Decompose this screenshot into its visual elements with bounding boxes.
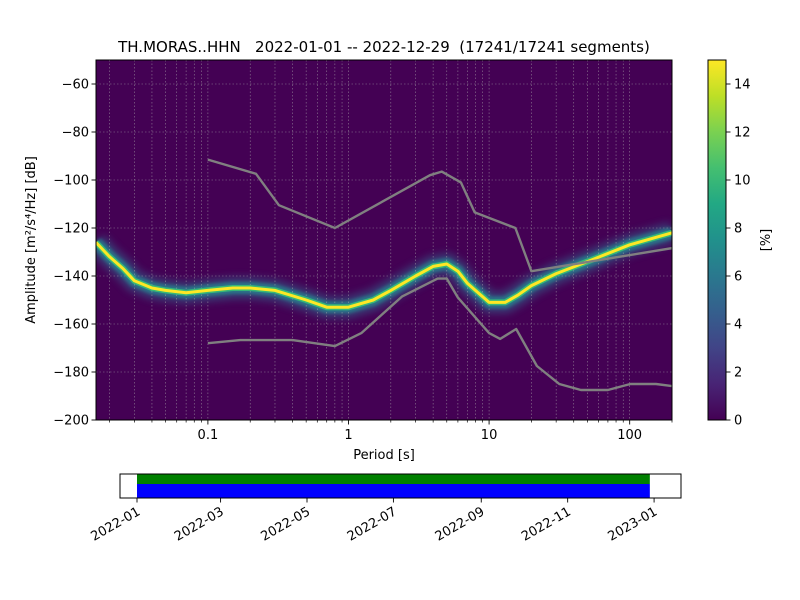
colorbar-tick-label: 6 xyxy=(734,270,742,285)
colorbar-label: [%] xyxy=(759,229,774,252)
noise-model-nhnm xyxy=(207,158,672,273)
x-tick-label: 0.1 xyxy=(198,428,219,443)
grid-layer xyxy=(96,60,672,420)
x-axis-label: Period [s] xyxy=(353,448,415,463)
timeline-ticks: 2022-01 2022-03 2022-05 2022-07 2022-09 2022-… xyxy=(88,498,660,545)
timeline-used-bar xyxy=(137,474,650,484)
timeline-tick-label: 2022-09 xyxy=(433,504,488,544)
colorbar-tick-label: 0 xyxy=(734,414,742,429)
mode-curve-layer xyxy=(96,229,672,311)
x-axis-ticks: 0.1 1 10 100 xyxy=(109,420,673,443)
timeline-tick-label: 2022-05 xyxy=(258,504,313,544)
noise-model-nlnm xyxy=(207,277,672,392)
y-tick-label: −100 xyxy=(53,174,89,189)
timeline-tick-label: 2022-11 xyxy=(519,504,574,544)
x-tick-label: 100 xyxy=(617,428,642,443)
x-tick-label: 10 xyxy=(481,428,498,443)
colorbar-ticks: 0 2 4 6 8 10 12 14 xyxy=(726,78,751,429)
timeline-tick-label: 2023-01 xyxy=(606,504,661,544)
mode-curve xyxy=(96,231,672,309)
x-tick-label: 1 xyxy=(344,428,352,443)
colorbar-tick-label: 12 xyxy=(734,126,751,141)
y-tick-label: −120 xyxy=(53,222,89,237)
y-axis-ticks: −60 −80 −100 −120 −140 −160 −180 −200 xyxy=(53,78,96,429)
y-tick-label: −60 xyxy=(62,78,89,93)
timeline-bars xyxy=(137,474,650,498)
colorbar-tick-label: 8 xyxy=(734,222,742,237)
colorbar-tick-label: 2 xyxy=(734,366,742,381)
colorbar: 0 2 4 6 8 10 12 14 [%] xyxy=(707,59,774,429)
y-tick-label: −80 xyxy=(62,126,89,141)
timeline-tick-label: 2022-01 xyxy=(88,504,143,544)
chart-title: TH.MORAS..HHN 2022-01-01 -- 2022-12-29 (… xyxy=(117,38,650,56)
timeline-frame xyxy=(119,473,682,499)
colorbar-tick-label: 14 xyxy=(734,78,751,93)
y-tick-label: −200 xyxy=(53,414,89,429)
ppsd-plot: 0.1 1 10 100 −60 −80 −100 −120 −140 −160 −180 −200… xyxy=(24,59,673,463)
colorbar-tick-label: 4 xyxy=(734,318,742,333)
noise-model-layer xyxy=(207,158,672,392)
coverage-timeline: 2022-01 2022-03 2022-05 2022-07 2022-09 2022-… xyxy=(88,473,682,545)
timeline-tick-label: 2022-07 xyxy=(345,504,400,544)
timeline-data-bar xyxy=(137,484,650,498)
colorbar-tick-label: 10 xyxy=(734,174,751,189)
y-tick-label: −160 xyxy=(53,318,89,333)
plot-frame xyxy=(95,59,673,421)
y-tick-label: −180 xyxy=(53,366,89,381)
y-tick-label: −140 xyxy=(53,270,89,285)
timeline-tick-label: 2022-03 xyxy=(172,504,227,544)
plot-background xyxy=(96,60,672,420)
y-axis-label: Amplitude [m²/s⁴/Hz] [dB] xyxy=(24,156,39,324)
colorbar-gradient xyxy=(707,59,727,421)
